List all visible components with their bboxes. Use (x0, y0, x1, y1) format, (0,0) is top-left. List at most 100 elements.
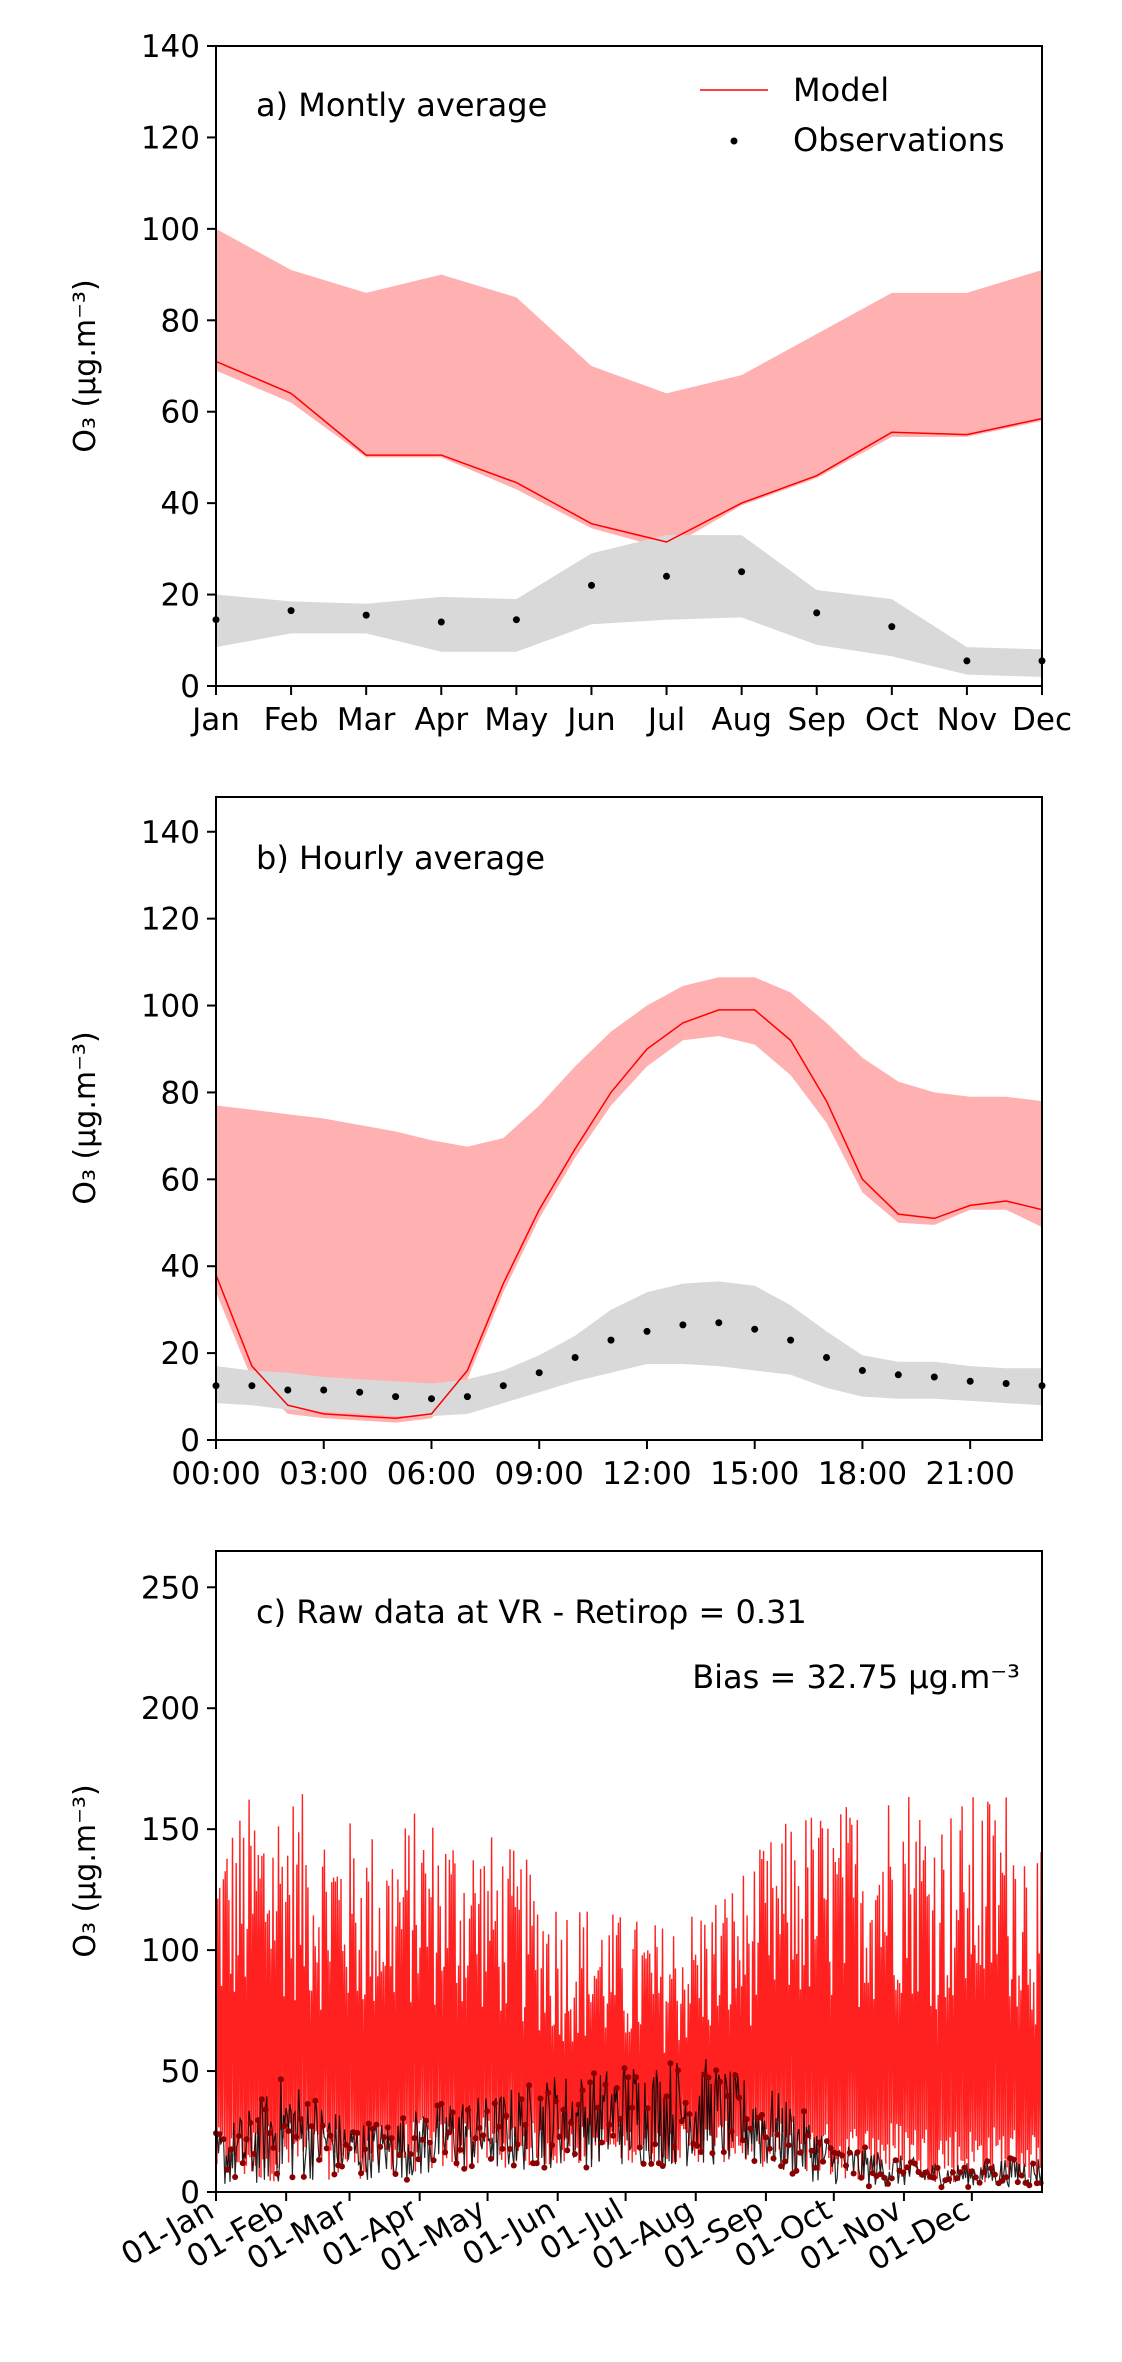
c-obs-point-153 (407, 2151, 414, 2158)
c-obs-point-591 (965, 2184, 972, 2190)
legend: Model Observations (700, 71, 1005, 159)
b-obs-point-19 (894, 1371, 902, 1379)
c-obs-point-147 (400, 2115, 407, 2122)
a-y-tick-label-80: 80 (161, 303, 200, 339)
legend-obs-label: Observations (793, 121, 1005, 159)
c-obs-point-126 (373, 2121, 380, 2128)
c-obs-point-321 (621, 2065, 628, 2072)
b-obs-point-18 (858, 1367, 866, 1374)
b-y-tick-label-20: 20 (161, 1336, 200, 1372)
a-x-tick-label-2: Mar (337, 702, 396, 738)
c-obs-point-528 (885, 2180, 891, 2187)
c-obs-point-300 (594, 2104, 601, 2111)
panel-a-monthly-average: 0 20 40 60 80 100 120 140 Jan Feb Mar Apr May Jun Jul… (68, 29, 1072, 738)
c-obs-point-54 (281, 2122, 288, 2129)
c-obs-point-609 (988, 2165, 995, 2172)
c-obs-point-189 (453, 2160, 460, 2167)
b-obs-point-4 (356, 1388, 364, 1396)
c-obs-point-24 (243, 2136, 250, 2143)
c-obs-point-396 (717, 2078, 723, 2085)
c-obs-point-594 (969, 2168, 975, 2175)
c-obs-point-525 (881, 2174, 888, 2181)
c-obs-point-234 (510, 2162, 517, 2169)
c-obs-point-318 (617, 2115, 624, 2122)
c-obs-point-201 (468, 2163, 475, 2170)
panel-c-correlation: ρ = 0.31 (668, 1593, 807, 1631)
c-obs-point-330 (633, 2074, 639, 2081)
a-obs-point-5 (588, 581, 595, 589)
c-obs-point-381 (697, 2149, 704, 2155)
c-y-tick-label-100: 100 (141, 1933, 200, 1969)
c-obs-point-354 (663, 2093, 670, 2100)
c-obs-point-141 (392, 2171, 399, 2177)
c-obs-point-45 (270, 2144, 277, 2151)
c-obs-point-282 (571, 2151, 578, 2157)
b-obs-point-16 (787, 1336, 795, 1344)
c-obs-point-102 (342, 2141, 349, 2148)
c-obs-point-510 (862, 2144, 869, 2151)
c-obs-point-90 (327, 2132, 334, 2139)
c-obs-point-558 (923, 2169, 930, 2176)
c-obs-point-213 (484, 2108, 491, 2115)
panel-c-ylabel: O₃ (μg.m⁻³) (68, 1784, 103, 1957)
c-obs-point-408 (732, 2072, 739, 2079)
c-obs-point-618 (999, 2177, 1006, 2184)
c-obs-point-180 (442, 2149, 449, 2156)
c-obs-point-477 (820, 2158, 827, 2165)
c-obs-point-240 (518, 2096, 525, 2103)
c-obs-point-261 (545, 2089, 552, 2096)
c-obs-point-456 (793, 2167, 800, 2174)
c-obs-point-543 (904, 2164, 911, 2171)
b-obs-point-20 (930, 1373, 938, 1381)
c-obs-point-429 (759, 2111, 765, 2118)
c-obs-point-63 (293, 2133, 300, 2140)
c-obs-point-255 (537, 2095, 544, 2102)
c-obs-point-72 (304, 2101, 311, 2107)
c-obs-point-531 (888, 2175, 895, 2182)
c-obs-point-306 (602, 2081, 609, 2088)
panel-b-hourly-average: 0 20 40 60 80 100 120 140 00:00 03:00 06:00 09:00 1… (68, 796, 1046, 1492)
b-obs-point-17 (823, 1354, 830, 1361)
c-obs-point-219 (491, 2100, 498, 2107)
c-obs-point-294 (587, 2079, 594, 2086)
a-y-tick-label-100: 100 (141, 212, 200, 248)
c-obs-point-423 (751, 2158, 758, 2164)
c-obs-point-150 (403, 2176, 410, 2183)
c-obs-point-414 (739, 2137, 746, 2144)
c-obs-point-612 (991, 2171, 998, 2178)
b-obs-point-15 (751, 1325, 759, 1333)
c-obs-point-210 (480, 2132, 487, 2139)
c-obs-point-297 (591, 2070, 597, 2077)
c-obs-point-117 (361, 2146, 368, 2153)
c-obs-point-6 (220, 2136, 227, 2143)
c-obs-point-207 (476, 2124, 483, 2131)
c-y-tick-label-250: 250 (141, 1570, 200, 1606)
b-x-tick-label-3: 09:00 (495, 1456, 584, 1492)
panel-a-title: a) Montly average (256, 86, 547, 124)
c-obs-point-564 (930, 2174, 937, 2181)
c-obs-point-84 (319, 2122, 326, 2129)
c-obs-point-447 (781, 2158, 788, 2165)
c-obs-point-204 (472, 2135, 479, 2142)
c-obs-point-432 (762, 2134, 769, 2141)
c-obs-point-198 (465, 2107, 471, 2113)
b-y-tick-label-0: 0 (180, 1423, 200, 1459)
c-obs-point-276 (564, 2147, 571, 2154)
c-obs-point-270 (556, 2133, 563, 2140)
c-obs-point-597 (972, 2174, 979, 2181)
legend-obs-marker (730, 137, 738, 145)
c-obs-point-633 (1018, 2172, 1025, 2179)
c-obs-point-507 (858, 2174, 865, 2181)
c-obs-point-3 (216, 2131, 223, 2138)
b-x-tick-label-6: 18:00 (818, 1456, 907, 1492)
c-obs-point-450 (785, 2142, 792, 2149)
c-obs-point-324 (625, 2074, 632, 2081)
panel-b-title: b) Hourly average (256, 839, 545, 877)
c-obs-point-498 (846, 2149, 853, 2156)
a-x-tick-label-0: Jan (190, 702, 240, 738)
c-obs-point-228 (503, 2112, 510, 2119)
c-obs-point-195 (461, 2165, 468, 2172)
c-obs-point-132 (381, 2134, 387, 2141)
c-obs-point-144 (396, 2152, 403, 2158)
c-obs-point-576 (946, 2176, 953, 2183)
